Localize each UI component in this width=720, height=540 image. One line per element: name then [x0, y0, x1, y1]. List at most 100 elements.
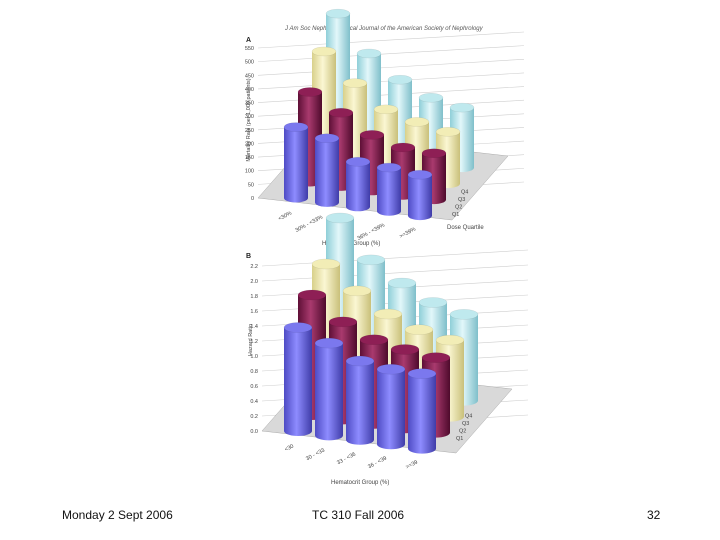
- x-tick-label: >=39: [405, 459, 419, 470]
- y-tick-label: 1.4: [250, 324, 258, 330]
- bar-body: [408, 174, 432, 221]
- bar-top: [407, 368, 437, 379]
- bar: [407, 368, 437, 454]
- bar-top: [407, 169, 433, 180]
- x-tick-label: 36% - <39%: [357, 222, 387, 241]
- bar-top: [435, 334, 465, 346]
- y-tick-label: 450: [245, 73, 254, 79]
- bar-top: [297, 87, 323, 97]
- bar-top: [283, 122, 309, 132]
- bar: [376, 364, 406, 450]
- bar-top: [421, 148, 447, 158]
- y-tick-label: 0.8: [250, 369, 258, 375]
- y-tick-label: 0.2: [250, 414, 258, 420]
- y-tick-label: 0.4: [250, 399, 258, 405]
- series-label: Q4: [465, 414, 472, 420]
- figure-header: J Am Soc Nephrol / Clinical Journal of t…: [284, 26, 484, 32]
- bar-top: [314, 133, 340, 144]
- bar-top: [373, 104, 399, 115]
- footer-date: Monday 2 Sept 2006: [62, 508, 173, 522]
- y-tick-label: 400: [245, 87, 254, 93]
- depth-axis-label: Dose Quartile: [447, 225, 484, 231]
- bar-top: [418, 93, 444, 103]
- bar-top: [373, 308, 403, 320]
- bar-top: [325, 212, 355, 224]
- bar-top: [404, 117, 430, 127]
- x-tick-label: <30%: [278, 210, 293, 222]
- bar-body: [377, 369, 405, 450]
- panel-b: 0.0 0.2 0.4 0.6 0.8 1.0 1.2 1.4 1.6 1.8 2.0 2.2 <30 3…: [246, 212, 529, 486]
- bar-top: [342, 285, 372, 297]
- y-tick-label: 50: [248, 182, 254, 188]
- series-label: Q1: [456, 436, 463, 442]
- y-tick-label: 0: [251, 196, 254, 202]
- y-axis-label: Hazard Ratio: [248, 324, 254, 356]
- panel-label: A: [246, 37, 251, 44]
- bar-top: [376, 364, 406, 375]
- bar-top: [356, 254, 386, 266]
- bar-top: [449, 102, 475, 113]
- y-tick-label: 0.6: [250, 384, 258, 390]
- panel-label: B: [246, 253, 251, 260]
- bar-body: [346, 361, 374, 445]
- y-tick-label: 500: [245, 60, 254, 66]
- bar-top: [390, 344, 420, 355]
- y-tick-label: 350: [245, 101, 254, 107]
- footer-page-number: 32: [647, 508, 661, 522]
- y-tick-label: 300: [245, 114, 254, 120]
- y-tick-label: 150: [245, 155, 254, 161]
- series-label: Q2: [455, 205, 462, 211]
- bar-top: [404, 324, 434, 335]
- x-tick-label: <30: [284, 443, 295, 453]
- series-label: Q3: [458, 197, 465, 203]
- bar-top: [325, 8, 351, 19]
- bar-top: [359, 334, 389, 345]
- bar-body: [346, 161, 370, 212]
- bar: [314, 337, 344, 441]
- bar-top: [356, 48, 382, 59]
- bar-top: [418, 297, 448, 308]
- x-tick-label: 33 - <36: [336, 451, 357, 466]
- bar: [407, 169, 433, 221]
- y-tick-label: 1.8: [250, 294, 258, 300]
- panel-a: 0 50 100 150 200 250 300 350 400 450 500 550 <30% 30%…: [245, 8, 525, 247]
- x-tick-label: 30 - <33: [305, 447, 326, 462]
- bar-body: [284, 127, 308, 203]
- x-axis-label: Hematocrit Group (%): [331, 480, 389, 486]
- y-tick-label: 1.6: [250, 309, 258, 315]
- bar-top: [345, 355, 375, 367]
- y-tick-label: 1.0: [250, 354, 258, 360]
- bar-body: [377, 167, 401, 216]
- series-label: Q2: [459, 429, 466, 435]
- y-tick-label: 2.0: [250, 279, 258, 285]
- bar-top: [342, 78, 368, 88]
- gridline: [261, 249, 529, 267]
- y-tick-label: 0.0: [250, 429, 258, 435]
- bar-body: [315, 343, 343, 441]
- bar-top: [449, 309, 479, 320]
- bar-top: [297, 289, 327, 301]
- bar: [314, 133, 340, 207]
- x-tick-label: 36 - <39: [367, 455, 388, 470]
- bar-top: [387, 75, 413, 85]
- bar-top: [390, 142, 416, 153]
- bar: [345, 355, 375, 445]
- bar-body: [408, 373, 437, 454]
- y-tick-label: 550: [245, 46, 254, 52]
- gridline: [257, 58, 525, 76]
- y-tick-label: 2.2: [250, 264, 258, 270]
- bar-top: [311, 258, 341, 270]
- bar-body: [315, 138, 339, 207]
- series-label: Q3: [462, 421, 469, 427]
- gridline: [261, 264, 529, 282]
- bar-top: [359, 130, 385, 140]
- y-tick-label: 1.2: [250, 339, 258, 345]
- y-tick-label: 200: [245, 141, 254, 147]
- x-tick-label: 30% - <33%: [295, 214, 325, 233]
- x-tick-label: >=39%: [399, 226, 417, 240]
- series-label: Q4: [461, 190, 468, 196]
- series-label: Q1: [452, 212, 459, 218]
- bar-top: [311, 46, 337, 57]
- footer-course: TC 310 Fall 2006: [312, 508, 405, 522]
